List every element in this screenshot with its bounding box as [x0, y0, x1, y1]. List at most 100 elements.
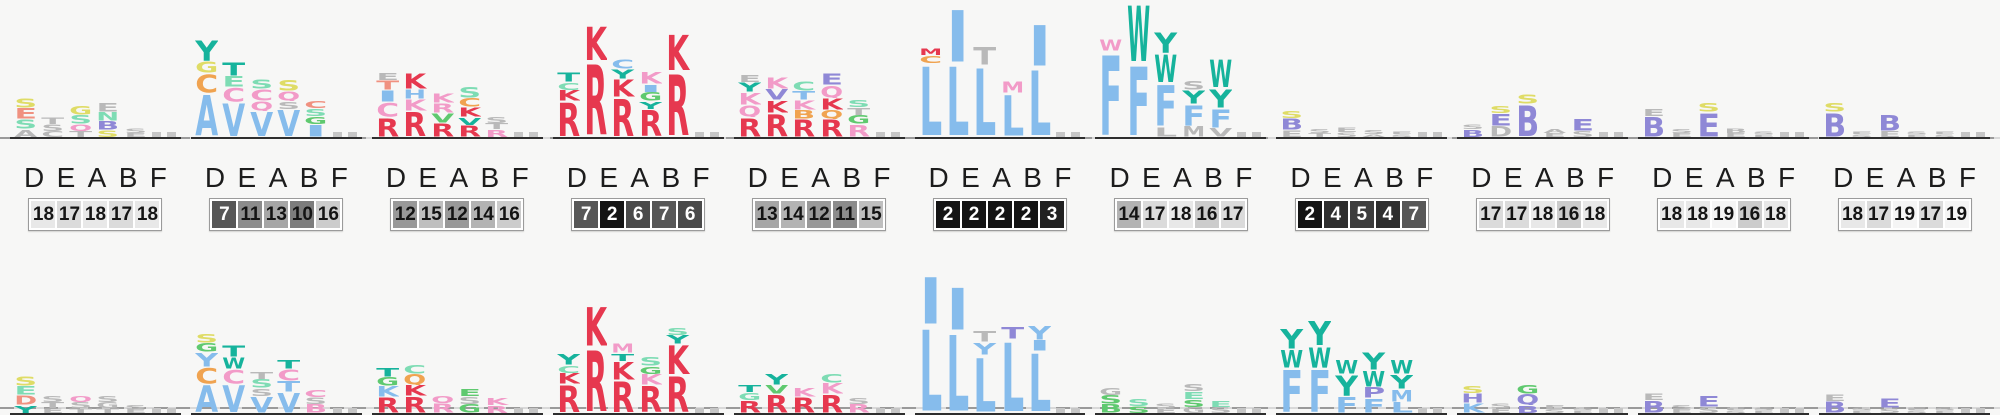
logo-letter-S: S [1182, 399, 1205, 407]
svg-text:T: T [612, 353, 635, 361]
svg-text:R: R [431, 403, 454, 413]
count-cell-A: 19 [1892, 201, 1917, 228]
svg-text:S: S [1461, 124, 1484, 129]
count-cell-D: 18 [31, 201, 56, 228]
logo-letter-C: C [458, 98, 481, 107]
svg-text:S: S [250, 388, 273, 396]
logo-letter-M: M [1182, 126, 1205, 137]
svg-text:G: G [639, 366, 662, 374]
svg-text:B: B [1642, 116, 1665, 137]
logo-letter-V: V [277, 109, 300, 137]
count-cell-A: 18 [83, 201, 108, 228]
logo-letter-S: S [69, 402, 92, 408]
logo-letter-C: C [612, 59, 635, 69]
tiny-residue-mark [513, 408, 523, 413]
logo-letter-R: R [738, 117, 761, 137]
svg-text:K: K [666, 33, 689, 71]
svg-text:K: K [376, 386, 399, 397]
svg-text:Q: Q [277, 91, 300, 101]
svg-text:V: V [223, 102, 246, 137]
svg-text:F: F [1281, 368, 1304, 413]
logo-letter-M: M [612, 343, 635, 353]
position-label-E: E [418, 162, 438, 193]
logo-letter-W: W [1308, 346, 1331, 368]
svg-text:E: E [1281, 130, 1304, 137]
logo-letter-K: K [639, 71, 662, 84]
svg-text:L: L [1001, 339, 1024, 413]
logo-letter-R: R [738, 400, 761, 413]
logo-letter-M: M [1001, 81, 1024, 93]
svg-text:S: S [305, 397, 328, 404]
tiny-residue-mark [332, 132, 342, 137]
logo-letter-L: L [919, 325, 942, 413]
logo-letter-C: C [305, 100, 328, 108]
svg-text:R: R [612, 97, 635, 137]
svg-text:K: K [557, 373, 580, 384]
svg-text:E: E [1933, 131, 1956, 134]
svg-text:V: V [458, 117, 481, 125]
svg-text:E: E [1725, 407, 1748, 410]
tiny-residue-mark [1433, 408, 1443, 413]
position-label-D: D [1109, 162, 1130, 193]
logo-letter-I: I [1028, 23, 1051, 67]
svg-text:E: E [1571, 118, 1594, 131]
tiny-residue-mark [890, 408, 900, 413]
logo-letter-E: E [1697, 396, 1720, 407]
svg-text:W: W [1308, 346, 1331, 368]
logo-letter-E: E [820, 73, 843, 85]
logo-letter-F: F [1335, 396, 1358, 413]
logo-letter-G: G [69, 106, 92, 115]
count-cell-F: 15 [859, 201, 884, 228]
count-cell-B: 7 [652, 201, 677, 228]
svg-text:B: B [305, 404, 328, 413]
count-cell-A: 18 [1530, 201, 1555, 228]
svg-text:L: L [1001, 93, 1024, 137]
svg-text:R: R [847, 404, 870, 413]
svg-text:F: F [1182, 104, 1205, 126]
svg-text:E: E [1851, 410, 1874, 413]
logo-letter-S: S [1281, 110, 1304, 118]
svg-text:K: K [1461, 403, 1484, 413]
count-cell-B: 17 [1918, 201, 1943, 228]
svg-text:E: E [1878, 131, 1901, 137]
svg-text:S: S [14, 119, 37, 129]
svg-text:E: E [1489, 408, 1512, 413]
svg-text:S: S [1182, 383, 1205, 391]
logo-letter-R: R [612, 380, 635, 413]
svg-text:S: S [1209, 407, 1232, 413]
logo-letter-K: K [820, 383, 843, 394]
svg-text:C: C [820, 374, 843, 383]
logo-letter-S: S [1182, 81, 1205, 90]
svg-text:R: R [431, 123, 454, 137]
count-cell-B: 16 [1194, 201, 1219, 228]
logo-letter-S: S [1461, 124, 1484, 129]
logo-letter-S: S [124, 128, 147, 133]
svg-text:Y: Y [611, 69, 634, 79]
logo-letter-E: E [124, 409, 147, 413]
svg-text:R: R [557, 101, 580, 137]
svg-text:T: T [42, 402, 65, 408]
logo-letter-Y: Y [765, 374, 788, 385]
logo-letter-K: K [376, 386, 399, 397]
svg-text:R: R [793, 397, 816, 413]
logo-letter-S: S [1100, 395, 1123, 404]
svg-text:S: S [1182, 81, 1205, 90]
logo-letter-R: R [557, 101, 580, 137]
tiny-residue-mark [151, 408, 161, 413]
logo-letter-E: E [1571, 118, 1594, 131]
count-cell-A: 6 [626, 201, 651, 228]
svg-text:E: E [820, 73, 843, 85]
